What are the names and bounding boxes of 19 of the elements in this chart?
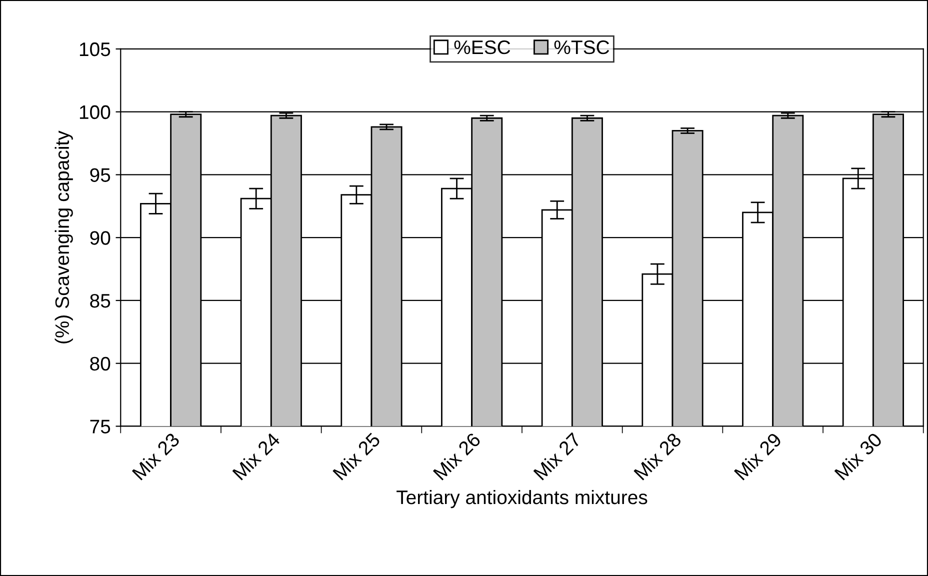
x-tick-label: Mix 30 [834, 432, 883, 481]
x-tick-label: Mix 23 [131, 432, 180, 481]
y-tick-label: 100 [80, 105, 110, 120]
y-tick-label: 105 [80, 42, 110, 56]
x-axis-title: Tertiary antioxidants mixtures [396, 490, 648, 508]
y-tick-label: 75 [90, 420, 110, 434]
x-tick-label: Mix 27 [532, 432, 582, 480]
x-tick-label: Mix 28 [633, 432, 682, 481]
y-tick-label: 85 [90, 294, 110, 308]
legend-label: %ESC [454, 40, 510, 54]
y-axis-title: (%) Scavenging capacity [54, 130, 73, 344]
y-tick-label: 95 [90, 168, 110, 182]
x-tick-label: Mix 26 [432, 432, 482, 481]
y-tick-label: 80 [90, 356, 110, 371]
x-tick-label: Mix 29 [733, 432, 782, 481]
x-tick-label: Mix 24 [232, 432, 281, 480]
legend-label: %TSC [554, 40, 610, 54]
y-tick-label: 90 [90, 231, 110, 245]
x-tick-label: Mix 25 [332, 432, 382, 481]
